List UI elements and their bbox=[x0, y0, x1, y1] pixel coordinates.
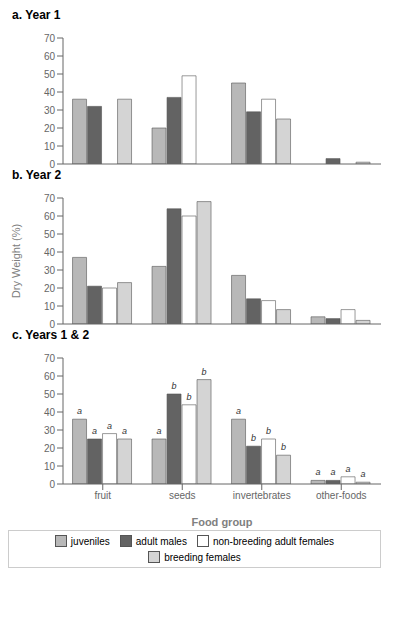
svg-text:30: 30 bbox=[44, 105, 56, 116]
svg-text:a: a bbox=[316, 467, 321, 477]
html-text:b. Year 2: b. Year 2 bbox=[12, 168, 62, 182]
svg-text:30: 30 bbox=[44, 265, 56, 276]
svg-text:b: b bbox=[187, 392, 192, 402]
svg-text:20: 20 bbox=[44, 123, 56, 134]
svg-text:invertebrates: invertebrates bbox=[233, 490, 291, 501]
svg-text:60: 60 bbox=[44, 371, 56, 382]
svg-text:40: 40 bbox=[44, 407, 56, 418]
svg-text:70: 70 bbox=[44, 353, 56, 364]
html-text:adult males: adult males bbox=[135, 535, 187, 547]
svg-text:0: 0 bbox=[49, 479, 55, 490]
svg-text:50: 50 bbox=[44, 229, 56, 240]
html-text:a. Year 1: a. Year 1 bbox=[12, 8, 61, 22]
svg-text:a: a bbox=[331, 467, 336, 477]
svg-text:40: 40 bbox=[44, 87, 56, 98]
svg-text:a: a bbox=[236, 406, 241, 416]
svg-text:40: 40 bbox=[44, 247, 56, 258]
svg-text:50: 50 bbox=[44, 69, 56, 80]
html-text:c. Years 1 & 2: c. Years 1 & 2 bbox=[12, 328, 90, 342]
svg-text:70: 70 bbox=[44, 193, 56, 204]
svg-text:a: a bbox=[77, 406, 82, 416]
svg-text:60: 60 bbox=[44, 51, 56, 62]
svg-text:20: 20 bbox=[44, 443, 56, 454]
svg-text:a: a bbox=[107, 421, 112, 431]
html-text:breeding females: breeding females bbox=[164, 551, 241, 563]
svg-text:a: a bbox=[157, 426, 162, 436]
svg-text:seeds: seeds bbox=[169, 490, 196, 501]
svg-text:Food group: Food group bbox=[191, 516, 252, 528]
svg-text:b: b bbox=[251, 433, 256, 443]
svg-text:10: 10 bbox=[44, 301, 56, 312]
svg-text:50: 50 bbox=[44, 389, 56, 400]
svg-text:10: 10 bbox=[44, 141, 56, 152]
svg-text:20: 20 bbox=[44, 283, 56, 294]
svg-text:fruit: fruit bbox=[94, 490, 111, 501]
svg-text:0: 0 bbox=[49, 159, 55, 168]
svg-text:a: a bbox=[92, 426, 97, 436]
html-text:juveniles: juveniles bbox=[70, 535, 110, 547]
svg-text:b: b bbox=[172, 381, 177, 391]
svg-text:a: a bbox=[346, 464, 351, 474]
svg-text:a: a bbox=[122, 426, 127, 436]
svg-text:b: b bbox=[281, 442, 286, 452]
svg-text:0: 0 bbox=[49, 319, 55, 328]
svg-text:a: a bbox=[361, 469, 366, 479]
html-text:non-breeding adult females: non-breeding adult females bbox=[212, 535, 335, 547]
svg-text:10: 10 bbox=[44, 461, 56, 472]
svg-text:other-foods: other-foods bbox=[316, 490, 367, 501]
svg-text:b: b bbox=[266, 426, 271, 436]
svg-text:70: 70 bbox=[44, 33, 56, 44]
svg-text:60: 60 bbox=[44, 211, 56, 222]
svg-text:30: 30 bbox=[44, 425, 56, 436]
svg-text:b: b bbox=[202, 367, 207, 377]
svg-text:Dry Weight (%): Dry Weight (%) bbox=[10, 224, 22, 298]
